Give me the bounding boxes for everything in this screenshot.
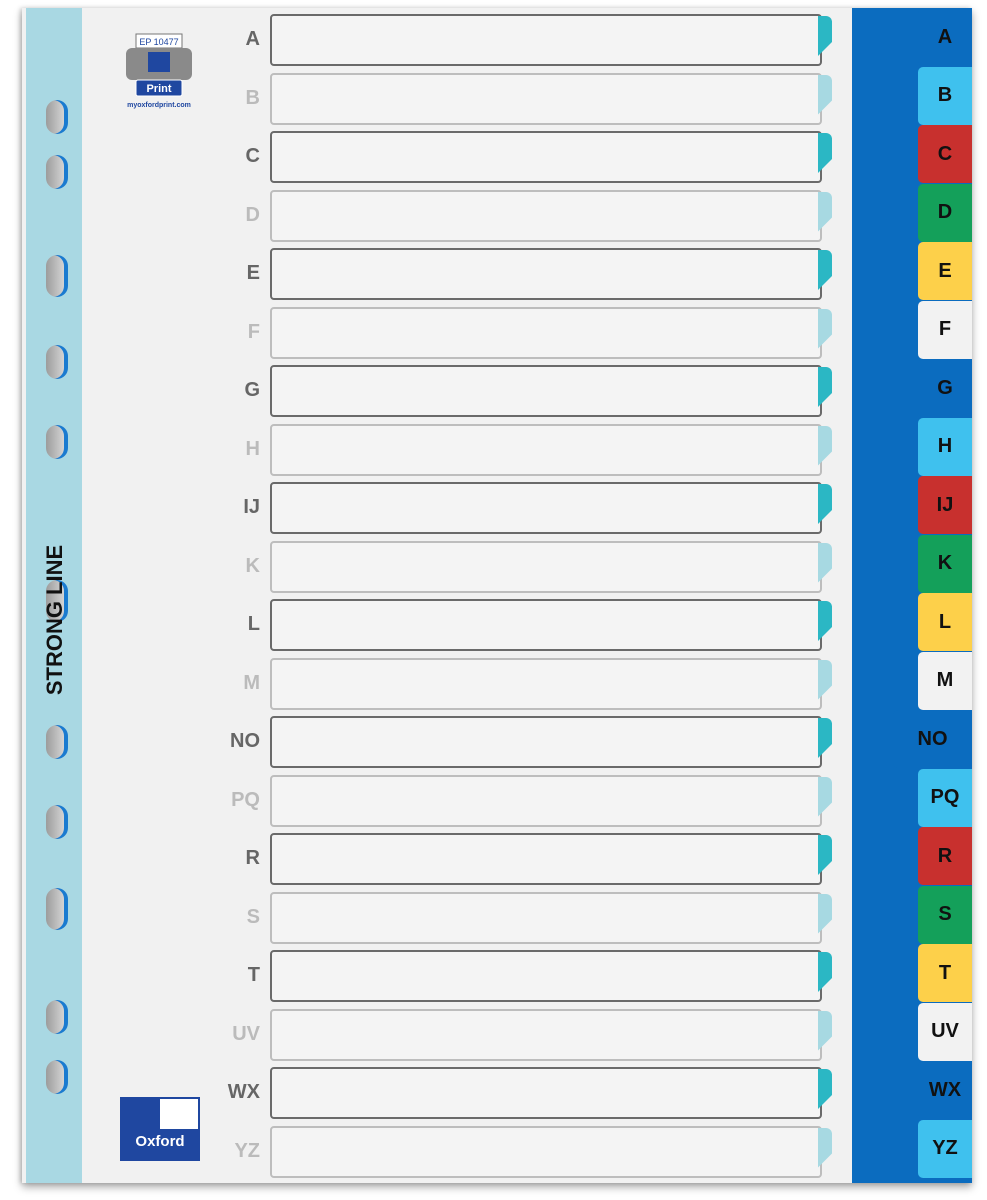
row-label: M [243, 671, 260, 694]
row-label: G [244, 379, 260, 401]
index-tab[interactable]: YZ [918, 1119, 972, 1178]
row-label: D [245, 203, 260, 226]
index-tab[interactable]: T [918, 944, 972, 1002]
row-label: YZ [234, 1139, 260, 1162]
write-in-field[interactable] [270, 599, 822, 651]
write-in-field[interactable] [270, 131, 822, 183]
row-label: T [247, 964, 260, 986]
punch-hole-icon [46, 425, 68, 459]
index-tab[interactable]: H [918, 417, 972, 476]
punch-hole-icon [46, 725, 68, 759]
write-in-field[interactable] [270, 1008, 822, 1061]
index-tab[interactable]: K [918, 534, 972, 593]
strong-line-brand: STRONG LINE [30, 520, 80, 720]
index-tab[interactable]: UV [918, 1002, 972, 1061]
index-tab[interactable]: R [918, 827, 972, 885]
write-in-field[interactable] [270, 189, 822, 242]
write-in-field[interactable] [270, 774, 822, 827]
divider-sheet [22, 8, 972, 1183]
index-tab[interactable]: D [918, 183, 972, 242]
index-tab[interactable]: A [918, 8, 972, 66]
badge-code: EP 10477 [139, 37, 178, 47]
write-in-field[interactable] [270, 306, 822, 359]
row-label: R [245, 847, 260, 869]
row-label: S [246, 905, 260, 928]
write-in-field[interactable] [270, 248, 822, 300]
write-in-field[interactable] [270, 833, 822, 885]
oxford-logo: Oxford [120, 1097, 200, 1161]
index-tab[interactable]: C [918, 125, 972, 183]
write-in-field[interactable] [270, 950, 822, 1002]
write-in-field[interactable] [270, 657, 822, 710]
index-tab[interactable]: L [918, 593, 972, 651]
index-tab[interactable]: G [918, 359, 972, 417]
badge-url: myoxfordprint.com [127, 102, 191, 109]
index-tab[interactable]: E [918, 242, 972, 300]
row-label: IJ [243, 496, 260, 518]
punch-hole-icon [46, 1060, 68, 1094]
write-in-field[interactable] [270, 365, 822, 417]
write-in-field[interactable] [270, 716, 822, 768]
print-badge: EP 10477 Print myoxfordprint.com [126, 33, 192, 109]
punch-hole-icon [46, 1000, 68, 1034]
row-label: F [247, 320, 260, 343]
brand-text: STRONG LINE [42, 544, 67, 696]
row-label: H [245, 437, 260, 460]
punch-hole-icon [46, 580, 68, 622]
write-in-field[interactable] [270, 540, 822, 593]
write-in-field[interactable] [270, 1067, 822, 1119]
punch-hole-icon [46, 155, 68, 189]
index-tab[interactable]: F [918, 300, 972, 359]
write-in-field[interactable] [270, 423, 822, 476]
index-tab[interactable]: IJ [918, 476, 972, 534]
row-label: WX [227, 1081, 260, 1103]
write-in-field[interactable] [270, 14, 822, 66]
oxford-logo-text: Oxford [135, 1133, 185, 1150]
index-tab[interactable]: M [918, 651, 972, 710]
write-in-field[interactable] [270, 482, 822, 534]
row-label: A [245, 28, 260, 50]
row-label: PQ [231, 788, 260, 811]
index-tab[interactable]: B [918, 66, 972, 125]
row-label: C [245, 145, 260, 167]
punch-hole-icon [46, 805, 68, 839]
index-tab[interactable]: PQ [918, 768, 972, 827]
punch-hole-icon [46, 100, 68, 134]
row-label: NO [230, 730, 260, 752]
row-label: E [246, 262, 260, 284]
index-tab[interactable]: WX [918, 1061, 972, 1119]
write-in-field[interactable] [270, 891, 822, 944]
punch-hole-icon [46, 888, 68, 930]
write-in-field[interactable] [270, 72, 822, 125]
punch-hole-icon [46, 255, 68, 297]
row-label: UV [232, 1022, 260, 1045]
row-label: B [245, 86, 260, 109]
index-tab[interactable]: S [918, 885, 972, 944]
row-label: K [245, 554, 260, 577]
index-tab[interactable]: NO [893, 710, 972, 768]
badge-label: Print [146, 83, 171, 95]
write-in-field[interactable] [270, 1125, 822, 1178]
punch-hole-icon [46, 345, 68, 379]
row-label: L [247, 613, 260, 635]
